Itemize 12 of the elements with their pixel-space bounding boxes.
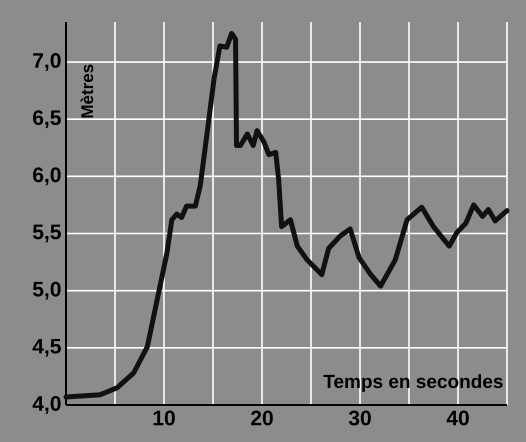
y-tick-label: 6,0 <box>33 167 61 186</box>
y-axis-title: Mètres <box>80 64 94 118</box>
y-tick-label: 7,0 <box>33 53 61 71</box>
y-tick-label: 5,0 <box>32 282 61 300</box>
y-tick-label: 4,0 <box>32 396 61 414</box>
y-tick-label: 4,5 <box>32 338 61 357</box>
y-tick-label: 5,5 <box>32 224 61 242</box>
y-tick-label: 6,5 <box>33 110 61 128</box>
x-tick-label: 30 <box>348 410 371 426</box>
x-tick-label: 40 <box>446 410 469 426</box>
x-tick-label: 20 <box>251 410 273 426</box>
x-tick-label: 10 <box>154 410 175 426</box>
